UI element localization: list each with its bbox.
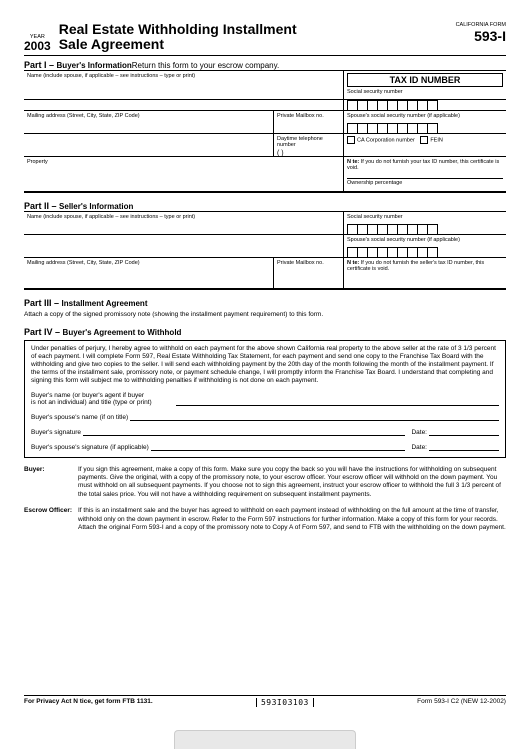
part1-grid: Name (include spouse, if applicable – se…	[24, 70, 506, 193]
p1-note: N te: If you do not furnish your tax ID …	[347, 159, 503, 172]
p1-mail-label: Mailing address (Street, City, State, ZI…	[27, 113, 270, 119]
year-value: 2003	[24, 40, 51, 53]
p1-ssn-label: Social security number	[347, 89, 503, 95]
part3-title: Installment Agreement	[62, 299, 148, 308]
bottom-tab	[174, 730, 356, 749]
title-line2: Sale Agreement	[59, 37, 297, 52]
p2-pmb-label: Private Mailbox no.	[277, 260, 340, 266]
escrow-instr-text: If this is an installment sale and the b…	[78, 507, 506, 532]
part4-box: Under penalties of perjury, I hereby agr…	[24, 340, 506, 458]
p2-note: N te: If you do not furnish the seller's…	[347, 260, 503, 273]
escrow-instructions: Escrow Officer: If this is an installmen…	[24, 507, 506, 532]
phone-parens: ( )	[277, 150, 340, 157]
spouse-name-line[interactable]	[130, 412, 499, 421]
part2-title: Seller's Information	[59, 202, 133, 211]
ca-corp-checkbox[interactable]	[347, 136, 355, 144]
part1-title: Buyer's Information	[57, 61, 132, 70]
part2-grid: Name (include spouse, if applicable – se…	[24, 211, 506, 290]
part3-body: Attach a copy of the signed promissory n…	[24, 311, 506, 319]
footer: For Privacy Act N tice, get form FTB 113…	[24, 695, 506, 707]
p2-name-label: Name (include spouse, if applicable – se…	[27, 214, 340, 220]
taxid-heading: TAX ID NUMBER	[347, 73, 503, 87]
part2-heading: Part II – Seller's Information	[24, 201, 506, 211]
p2-ssn-tickboxes[interactable]	[347, 224, 438, 235]
part1-heading: Part I – Buyer's InformationReturn this …	[24, 60, 506, 70]
year-title-group: YEAR 2003 Real Estate Withholding Instal…	[24, 22, 297, 53]
p1-spouse-ssn-label: Spouse's social security number (if appl…	[347, 113, 503, 119]
title-block: Real Estate Withholding Installment Sale…	[59, 22, 297, 53]
ssn-tickboxes[interactable]	[347, 100, 438, 111]
fein-checkbox[interactable]	[420, 136, 428, 144]
header: YEAR 2003 Real Estate Withholding Instal…	[24, 22, 506, 53]
part4-perjury: Under penalties of perjury, I hereby agr…	[31, 345, 499, 386]
p1-pmb-label: Private Mailbox no.	[277, 113, 340, 119]
privacy-notice: For Privacy Act N tice, get form FTB 113…	[24, 698, 153, 707]
part4-heading: Part IV – Buyer's Agreement to Withhold	[24, 327, 506, 337]
form-number-block: CALIFORNIA FORM 593-I	[456, 22, 506, 44]
header-rule	[24, 55, 506, 56]
spouse-sig-line[interactable]	[151, 442, 406, 451]
buyer-sig-line[interactable]	[83, 427, 405, 436]
barcode: 593I03103	[256, 698, 314, 707]
part4-title: Buyer's Agreement to Withhold	[63, 328, 182, 337]
p2-spouse-ssn-label: Spouse's social security number (if appl…	[347, 237, 503, 243]
buyer-name-line[interactable]	[176, 397, 499, 406]
p2-mail-label: Mailing address (Street, City, State, ZI…	[27, 260, 270, 266]
p1-ownership-label: Ownership percentage	[347, 178, 503, 186]
form-ref: Form 593-I C2 (NEW 12-2002)	[417, 698, 506, 707]
form-page: YEAR 2003 Real Estate Withholding Instal…	[0, 0, 530, 749]
buyer-instructions: Buyer: If you sign this agreement, make …	[24, 466, 506, 500]
buyer-instr-text: If you sign this agreement, make a copy …	[78, 466, 506, 500]
p1-name-label: Name (include spouse, if applicable – se…	[27, 73, 340, 79]
date-line-2[interactable]	[429, 442, 499, 451]
buyer-sig-row: Buyer's signature Date:	[31, 427, 499, 436]
year-block: YEAR 2003	[24, 34, 51, 53]
spouse-ssn-tickboxes[interactable]	[347, 123, 438, 134]
buyer-instr-label: Buyer:	[24, 466, 78, 500]
buyer-name-row: Buyer's name (or buyer's agent if buyer …	[31, 392, 499, 406]
p1-corp-fein: CA Corporation number FEIN	[347, 136, 503, 144]
escrow-instr-label: Escrow Officer:	[24, 507, 78, 532]
part1-return-note: Return this form to your escrow company.	[132, 61, 279, 70]
p1-property-label: Property	[27, 159, 340, 165]
p2-ssn-label: Social security number	[347, 214, 503, 220]
p1-daytime-label: Daytime telephone number	[277, 136, 340, 148]
spouse-sig-row: Buyer's spouse's signature (if applicabl…	[31, 442, 499, 451]
spouse-name-row: Buyer's spouse's name (if on title)	[31, 412, 499, 421]
p2-spouse-ssn-tickboxes[interactable]	[347, 247, 438, 258]
form-number: 593-I	[456, 28, 506, 44]
date-line[interactable]	[429, 427, 499, 436]
part3-heading: Part III – Installment Agreement	[24, 298, 506, 308]
part1-hd: Part I –	[24, 60, 54, 70]
title-line1: Real Estate Withholding Installment	[59, 22, 297, 37]
